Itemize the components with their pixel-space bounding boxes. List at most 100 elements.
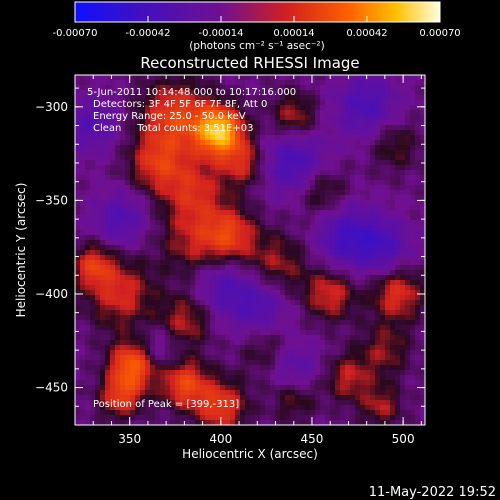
heatmap-cell [100,315,106,321]
heatmap-cell [380,90,386,96]
heatmap-cell [160,305,166,311]
heatmap-cell [350,150,356,156]
heatmap-cell [120,270,126,276]
heatmap-cell [125,375,131,381]
heatmap-cell [290,365,296,371]
heatmap-cell [115,375,121,381]
heatmap-cell [185,275,191,281]
heatmap-cell [140,285,146,291]
heatmap-cell [300,255,306,261]
heatmap-cell [205,230,211,236]
heatmap-cell [390,85,396,91]
heatmap-cell [80,350,86,356]
heatmap-cell [275,210,281,216]
heatmap-cell [285,365,291,371]
heatmap-cell [310,300,316,306]
heatmap-cell [160,105,166,111]
heatmap-cell [375,205,381,211]
heatmap-cell [325,180,331,186]
heatmap-cell [175,400,181,406]
heatmap-cell [150,245,156,251]
heatmap-cell [340,110,346,116]
heatmap-cell [320,105,326,111]
heatmap-cell [330,290,336,296]
heatmap-cell [345,250,351,256]
heatmap-cell [210,305,216,311]
heatmap-cell [215,415,221,421]
heatmap-cell [385,135,391,141]
heatmap-cell [175,390,181,396]
heatmap-cell [370,150,376,156]
heatmap-cell [110,310,116,316]
heatmap-cell [250,230,256,236]
heatmap-cell [150,160,156,166]
heatmap-cell [225,245,231,251]
heatmap-cell [215,380,221,386]
heatmap-cell [145,120,151,126]
heatmap-cell [145,370,151,376]
heatmap-cell [155,420,161,426]
heatmap-cell [115,110,121,116]
heatmap-cell [260,220,266,226]
heatmap-cell [145,270,151,276]
heatmap-cell [185,125,191,131]
heatmap-cell [160,325,166,331]
heatmap-cell [140,130,146,136]
heatmap-cell [185,245,191,251]
heatmap-cell [140,80,146,86]
heatmap-cell [205,280,211,286]
heatmap-cell [285,110,291,116]
heatmap-cell [360,420,366,426]
heatmap-cell [240,390,246,396]
heatmap-cell [400,270,406,276]
heatmap-cell [85,275,91,281]
heatmap-cell [210,130,216,136]
heatmap-cell [250,245,256,251]
heatmap-cell [145,350,151,356]
heatmap-cell [180,360,186,366]
heatmap-cell [200,165,206,171]
heatmap-cell [125,100,131,106]
heatmap-cell [235,340,241,346]
heatmap-cell [365,410,371,416]
heatmap-cell [275,305,281,311]
heatmap-cell [235,145,241,151]
heatmap-cell [150,210,156,216]
heatmap-cell [330,190,336,196]
heatmap-cell [205,275,211,281]
heatmap-cell [365,335,371,341]
heatmap-cell [290,205,296,211]
heatmap-cell [330,215,336,221]
heatmap-cell [335,250,341,256]
heatmap-cell [315,380,321,386]
heatmap-cell [225,250,231,256]
heatmap-cell [400,275,406,281]
heatmap-cell [315,160,321,166]
heatmap-cell [180,385,186,391]
heatmap-cell [170,270,176,276]
heatmap-cell [245,175,251,181]
heatmap-cell [95,415,101,421]
heatmap-cell [380,85,386,91]
heatmap-cell [85,100,91,106]
heatmap-cell [350,170,356,176]
heatmap-cell [75,250,81,256]
heatmap-cell [305,410,311,416]
heatmap-cell [300,195,306,201]
heatmap-cell [95,385,101,391]
heatmap-cell [165,350,171,356]
heatmap-cell [380,265,386,271]
heatmap-cell [340,240,346,246]
heatmap-cell [250,305,256,311]
heatmap-cell [180,100,186,106]
heatmap-cell [395,230,401,236]
heatmap-cell [125,115,131,121]
heatmap-cell [385,115,391,121]
heatmap-cell [275,400,281,406]
heatmap-cell [290,340,296,346]
heatmap-cell [310,85,316,91]
heatmap-cell [190,340,196,346]
heatmap-cell [355,270,361,276]
heatmap-cell [340,330,346,336]
heatmap-cell [90,160,96,166]
